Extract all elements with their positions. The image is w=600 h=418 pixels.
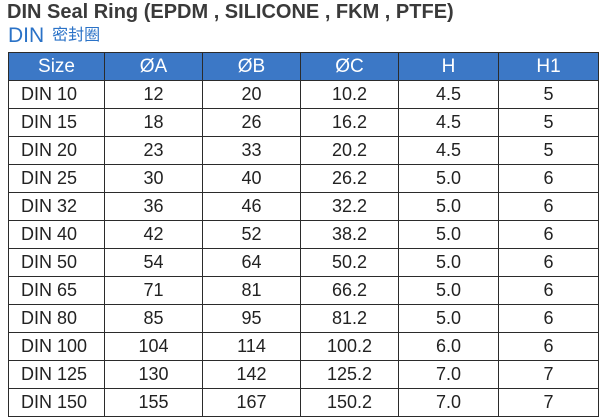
page-subtitle: DIN 密封圈 [8,23,100,51]
cell-diameter-a: 71 [104,276,203,305]
header-diameter-c: ØC [300,52,399,81]
cell-diameter-a: 104 [104,332,203,361]
cell-height: 5.0 [398,276,499,305]
cell-diameter-c: 38.2 [300,220,399,249]
cell-height: 5.0 [398,164,499,193]
cell-height-1: 6 [498,304,599,333]
cell-diameter-a: 85 [104,304,203,333]
cell-height-1: 6 [498,192,599,221]
cell-diameter-c: 20.2 [300,136,399,165]
table-row: DIN 125 130 142 125.2 7.0 7 [8,360,599,389]
table-row: DIN 20 23 33 20.2 4.5 5 [8,136,599,165]
table-row: DIN 25 30 40 26.2 5.0 6 [8,164,599,193]
page-title: DIN Seal Ring (EPDM , SILICONE , FKM , P… [7,1,454,23]
cell-diameter-a: 18 [104,108,203,137]
cell-size: DIN 65 [8,276,105,305]
cell-height: 5.0 [398,220,499,249]
cell-size: DIN 150 [8,388,105,417]
cell-diameter-b: 33 [202,136,301,165]
cell-diameter-b: 46 [202,192,301,221]
cell-diameter-c: 150.2 [300,388,399,417]
cell-diameter-b: 26 [202,108,301,137]
cell-diameter-a: 54 [104,248,203,277]
header-height: H [398,52,499,81]
cell-diameter-c: 26.2 [300,164,399,193]
cell-diameter-c: 100.2 [300,332,399,361]
cell-diameter-a: 155 [104,388,203,417]
cell-diameter-c: 81.2 [300,304,399,333]
cell-size: DIN 32 [8,192,105,221]
cell-height: 5.0 [398,192,499,221]
cell-height-1: 7 [498,388,599,417]
table-row: DIN 10 12 20 10.2 4.5 5 [8,80,599,109]
cell-diameter-c: 125.2 [300,360,399,389]
table-row: DIN 50 54 64 50.2 5.0 6 [8,248,599,277]
cell-diameter-c: 50.2 [300,248,399,277]
cell-height-1: 6 [498,164,599,193]
cell-size: DIN 10 [8,80,105,109]
subtitle-cjk: 密封圈 [52,25,101,44]
cell-height: 7.0 [398,388,499,417]
cell-diameter-a: 12 [104,80,203,109]
cell-diameter-c: 10.2 [300,80,399,109]
cell-diameter-b: 142 [202,360,301,389]
cell-diameter-a: 130 [104,360,203,389]
cell-size: DIN 15 [8,108,105,137]
cell-height: 4.5 [398,80,499,109]
table-row: DIN 15 18 26 16.2 4.5 5 [8,108,599,137]
cell-height: 7.0 [398,360,499,389]
table-row: DIN 32 36 46 32.2 5.0 6 [8,192,599,221]
table-row: DIN 150 155 167 150.2 7.0 7 [8,388,599,417]
spec-table: Size ØA ØB ØC H H1 DIN 10 12 20 10.2 4.5… [8,52,599,417]
cell-diameter-c: 32.2 [300,192,399,221]
cell-diameter-b: 20 [202,80,301,109]
header-diameter-a: ØA [104,52,203,81]
subtitle-latin: DIN [8,24,45,47]
cell-height: 6.0 [398,332,499,361]
cell-height-1: 5 [498,108,599,137]
cell-size: DIN 40 [8,220,105,249]
cell-diameter-a: 36 [104,192,203,221]
cell-size: DIN 125 [8,360,105,389]
header-size: Size [8,52,105,81]
table-row: DIN 100 104 114 100.2 6.0 6 [8,332,599,361]
cell-size: DIN 20 [8,136,105,165]
header-height-1: H1 [498,52,599,81]
cell-diameter-b: 95 [202,304,301,333]
table-row: DIN 40 42 52 38.2 5.0 6 [8,220,599,249]
cell-height: 5.0 [398,248,499,277]
cell-size: DIN 25 [8,164,105,193]
cell-height: 5.0 [398,304,499,333]
cell-height-1: 6 [498,276,599,305]
cell-height-1: 5 [498,80,599,109]
cell-diameter-b: 64 [202,248,301,277]
cell-size: DIN 80 [8,304,105,333]
header-diameter-b: ØB [202,52,301,81]
cell-diameter-a: 23 [104,136,203,165]
cell-diameter-c: 66.2 [300,276,399,305]
cell-height-1: 6 [498,248,599,277]
cell-height: 4.5 [398,136,499,165]
table-row: DIN 65 71 81 66.2 5.0 6 [8,276,599,305]
cell-diameter-b: 81 [202,276,301,305]
cell-size: DIN 100 [8,332,105,361]
cell-height-1: 6 [498,332,599,361]
cell-height: 4.5 [398,108,499,137]
table-row: DIN 80 85 95 81.2 5.0 6 [8,304,599,333]
cell-height-1: 5 [498,136,599,165]
cell-height-1: 6 [498,220,599,249]
cell-diameter-a: 42 [104,220,203,249]
cell-diameter-c: 16.2 [300,108,399,137]
cell-diameter-b: 167 [202,388,301,417]
table-header-row: Size ØA ØB ØC H H1 [8,52,599,81]
cell-diameter-b: 52 [202,220,301,249]
cell-height-1: 7 [498,360,599,389]
cell-diameter-b: 40 [202,164,301,193]
cell-diameter-a: 30 [104,164,203,193]
cell-size: DIN 50 [8,248,105,277]
cell-diameter-b: 114 [202,332,301,361]
